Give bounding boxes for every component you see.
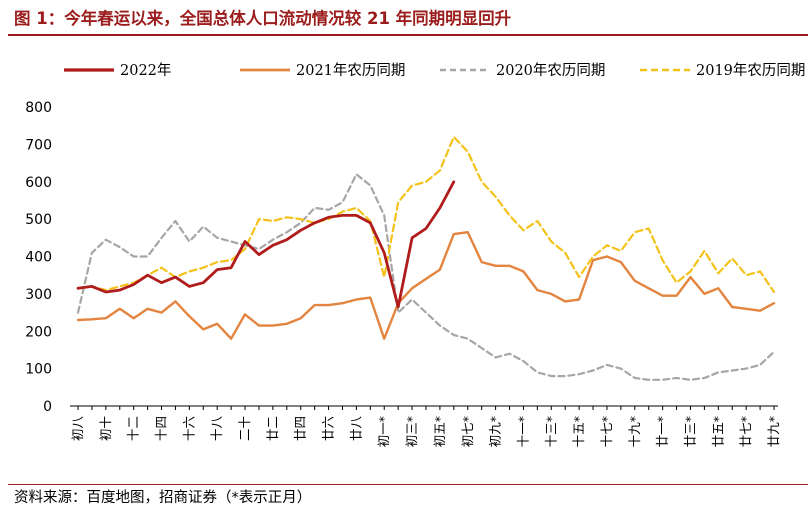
figure-title: 图 1：今年春运以来，全国总体人口流动情况较 21 年同期明显回升 [14,9,512,28]
y-tick-label: 200 [25,324,52,340]
x-tick-label: 十六 [181,416,196,441]
series-line-3 [76,135,776,294]
y-tick-label: 600 [25,175,52,191]
x-tick-label: 廿四 [293,416,308,441]
footer-rule [8,484,808,485]
series-line-1 [76,230,776,340]
axes: 0100200300400500600700800初八 初十 十二 十四 十六 十八 二十廿… [25,100,781,447]
x-tick-label: 十四 [154,416,169,441]
y-tick-label: 800 [25,100,52,116]
x-tick-label: 廿一* [655,416,670,447]
x-tick-label: 廿八 [348,416,363,442]
x-tick-label: 廿九* [766,416,781,447]
x-tick-label: 廿二 [265,416,280,441]
x-tick-label: 廿七* [738,416,753,447]
title-rule [8,34,808,36]
legend: 2022年 2021年农历同期 2020年农历同期 2019年农历同期 [64,62,805,79]
series-line-2 [76,173,776,381]
x-tick-label: 十一* [515,416,530,447]
y-tick-label: 500 [25,212,52,228]
y-tick-label: 400 [25,250,52,266]
y-tick-label: 300 [25,287,52,303]
y-tick-label: 100 [25,362,52,378]
legend-label-2: 2020年农历同期 [496,62,605,79]
x-tick-label: 廿六 [321,416,336,441]
series-line-0 [76,180,456,309]
x-tick-label: 初十 [98,416,113,441]
x-tick-label: 十七* [599,416,614,447]
y-tick-label: 0 [43,399,52,415]
x-tick-label: 初三* [404,416,419,447]
series-lines [76,135,776,381]
legend-label-3: 2019年农历同期 [696,62,805,79]
x-tick-label: 初七* [460,416,475,447]
x-tick-label: 十三* [543,416,558,447]
source-note: 资料来源：百度地图，招商证券（*表示正月） [14,490,312,506]
x-tick-label: 十五* [571,416,586,447]
x-tick-label: 初一* [376,416,391,447]
x-tick-label: 廿五* [710,416,725,447]
x-tick-label: 十九* [627,416,642,447]
x-tick-label: 二十 [237,416,252,441]
x-tick-label: 十二 [126,416,141,441]
x-tick-label: 初五* [432,416,447,447]
legend-label-1: 2021年农历同期 [296,62,405,79]
x-tick-label: 廿三* [682,416,697,447]
y-tick-label: 700 [25,137,52,153]
x-tick-label: 初八 [70,416,85,442]
x-tick-label: 十八 [209,416,224,442]
legend-label-0: 2022年 [120,62,171,79]
x-tick-label: 初九* [488,416,503,447]
